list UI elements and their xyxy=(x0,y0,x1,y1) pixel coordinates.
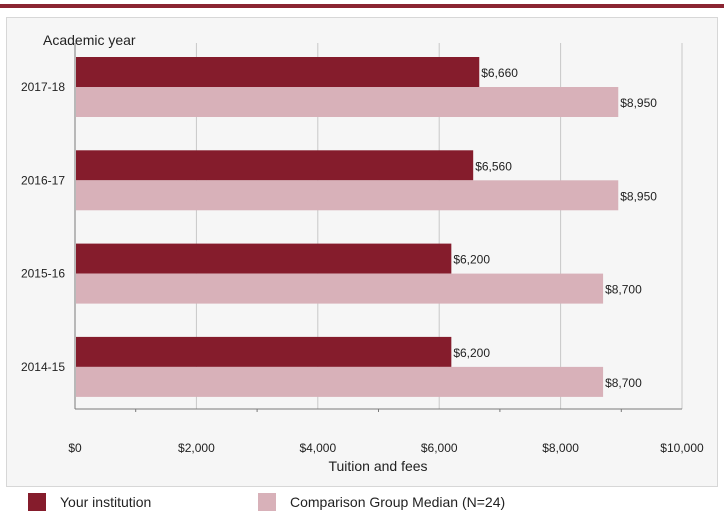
x-tick-label: $10,000 xyxy=(660,441,704,455)
bar-chart: $0 $2,000 $4,000 $6,000 $8,000 $10,000 Tuition… xyxy=(21,32,704,474)
bar-your-institution xyxy=(76,336,452,367)
legend-label-comparison-median: Comparison Group Median (N=24) xyxy=(290,494,506,510)
x-tick-label: $0 xyxy=(68,441,82,455)
x-tick-label: $8,000 xyxy=(542,441,579,455)
x-tick-label: $6,000 xyxy=(421,441,458,455)
bar-value-label: $6,200 xyxy=(453,253,490,267)
x-axis-title: Tuition and fees xyxy=(328,458,427,474)
bar-value-label: $8,700 xyxy=(605,283,642,297)
x-tick-label: $4,000 xyxy=(299,441,336,455)
bar-comparison-median xyxy=(76,366,604,397)
bar-value-label: $8,700 xyxy=(605,376,642,390)
bar-comparison-median xyxy=(76,87,619,117)
y-tick-label: 2017-18 xyxy=(21,80,65,94)
bar-value-label: $8,950 xyxy=(620,96,657,110)
header-accent-rule xyxy=(0,4,724,8)
y-tick-label: 2015-16 xyxy=(21,267,65,281)
bar-comparison-median xyxy=(76,273,604,304)
y-tick-label: 2014-15 xyxy=(21,360,65,374)
bar-value-label: $8,950 xyxy=(620,189,657,203)
bar-your-institution xyxy=(76,150,474,181)
bar-your-institution xyxy=(76,243,452,274)
legend-item-comparison-median: Comparison Group Median (N=24) xyxy=(258,493,505,511)
chart-legend: Your institution Comparison Group Median… xyxy=(0,488,724,516)
x-tick-label: $2,000 xyxy=(178,441,215,455)
bar-value-label: $6,200 xyxy=(453,346,490,360)
bar-value-label: $6,560 xyxy=(475,159,512,173)
legend-item-your-institution: Your institution xyxy=(28,493,151,511)
bar-comparison-median xyxy=(76,180,619,211)
legend-swatch-your-institution xyxy=(28,493,46,511)
bar-your-institution xyxy=(76,57,480,87)
legend-label-your-institution: Your institution xyxy=(60,494,152,510)
y-tick-label: 2016-17 xyxy=(21,173,65,187)
bar-value-label: $6,660 xyxy=(481,66,518,80)
legend-swatch-comparison-median xyxy=(258,493,276,511)
y-axis-title: Academic year xyxy=(43,32,136,48)
